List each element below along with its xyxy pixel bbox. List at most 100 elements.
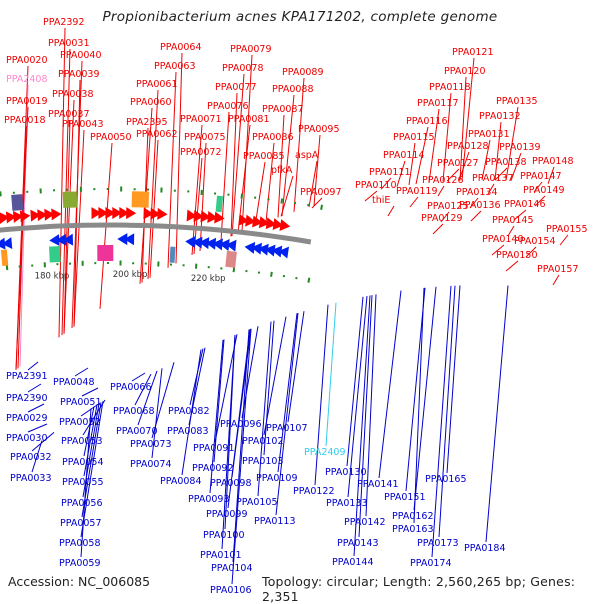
accession-text: Accession: NC_006085	[8, 574, 150, 589]
forward-leader-line	[255, 162, 265, 226]
forward-gene-label: PPA0137	[472, 173, 514, 184]
forward-leader-line	[438, 186, 444, 196]
reverse-gene-label: PPA0032	[10, 452, 52, 463]
reverse-gene-label: PPA2390	[6, 393, 48, 404]
gene-feature-box	[132, 191, 149, 207]
reverse-leader-line	[75, 368, 88, 376]
forward-gene-label: PPA0120	[444, 66, 486, 77]
reverse-gene-label: PPA0173	[417, 538, 459, 549]
reverse-gene-labels: PPA2391PPA2390PPA0029PPA0030PPA0032PPA00…	[6, 371, 506, 596]
forward-gene-label: PPA0087	[262, 104, 304, 115]
forward-gene-label: PPA0131	[468, 129, 510, 140]
reverse-leader-line	[28, 384, 41, 392]
forward-leader-line	[388, 206, 394, 216]
reverse-gene-label: PPA0165	[425, 474, 467, 485]
tick-mark	[242, 194, 243, 199]
reverse-gene-label: PPA0163	[392, 524, 434, 535]
reverse-leader-line	[28, 362, 38, 370]
forward-gene-label: PPA0127	[437, 158, 479, 169]
reverse-leader-line	[486, 285, 508, 542]
reverse-gene-label: PPA0104	[211, 563, 253, 574]
forward-gene-label: PPA2392	[43, 17, 85, 28]
reverse-gene-label: PPA0122	[293, 486, 335, 497]
forward-gene-arrow	[157, 208, 168, 220]
forward-gene-label: PPA0149	[523, 185, 565, 196]
reverse-leader-line	[82, 388, 98, 396]
forward-gene-label: PPA0129	[421, 213, 463, 224]
forward-gene-label: PPA0085	[243, 151, 285, 162]
forward-gene-label: PPA0147	[520, 171, 562, 182]
forward-gene-label: PPA0078	[222, 63, 264, 74]
reverse-gene-label: PPA0141	[357, 479, 399, 490]
forward-gene-label: PPA0081	[228, 114, 270, 125]
tick-mark	[271, 272, 272, 277]
forward-gene-label: PPA0134	[456, 187, 498, 198]
forward-gene-label: PPA0061	[136, 79, 178, 90]
forward-leader-line	[560, 235, 568, 245]
gene-feature-box	[216, 196, 223, 212]
reverse-gene-label: PPA0174	[410, 558, 452, 569]
forward-gene-label: PPA0128	[447, 141, 489, 152]
reverse-gene-label: PPA0073	[130, 439, 172, 450]
forward-gene-label: PPA0018	[4, 115, 46, 126]
reverse-gene-label: PPA0029	[6, 413, 48, 424]
reverse-gene-label: PPA0083	[167, 426, 209, 437]
reverse-leader-line	[379, 291, 401, 478]
reverse-gene-label: PPA0133	[326, 498, 368, 509]
forward-gene-label: PPA0121	[452, 47, 494, 58]
scale-tick-label: 180 kbp	[35, 272, 70, 282]
forward-leader-line	[312, 198, 322, 208]
reverse-gene-label: PPA0068	[113, 406, 155, 417]
reverse-gene-label: PPA0144	[332, 557, 374, 568]
forward-gene-label: PPA0064	[160, 42, 202, 53]
forward-gene-labels: PPA2392PPA0031PPA0040PPA0020PPA0039PPA24…	[4, 17, 588, 275]
forward-leader-line	[433, 224, 443, 234]
reverse-gene-label: PPA0074	[130, 459, 172, 470]
reverse-leader-line	[28, 404, 44, 412]
forward-gene-label: PPA0154	[514, 236, 556, 247]
forward-leader-line	[200, 143, 206, 251]
reverse-leader-line	[326, 303, 336, 446]
forward-gene-label: PPA0079	[230, 44, 272, 55]
tick-mark	[281, 199, 282, 204]
forward-gene-label: PPA0062	[136, 129, 178, 140]
reverse-leader-line	[439, 286, 455, 537]
reverse-gene-label: PPA0151	[384, 492, 426, 503]
reverse-gene-label: PPA0052	[59, 417, 101, 428]
reverse-gene-label: PPA0105	[236, 497, 278, 508]
reverse-gene-label: PPA0101	[200, 550, 242, 561]
reverse-gene-label: PPA0130	[325, 467, 367, 478]
forward-gene-label: PPA0115	[393, 132, 435, 143]
reverse-gene-label: PPA0057	[60, 518, 102, 529]
reverse-gene-label: PPA0142	[344, 517, 386, 528]
forward-gene-label: PPA0019	[6, 96, 48, 107]
gene-feature-box	[11, 194, 23, 211]
forward-gene-label: PPA0077	[215, 82, 257, 93]
forward-gene-label: PPA0031	[48, 38, 90, 49]
forward-leader-line	[18, 126, 26, 368]
reverse-gene-label: PPA0106	[210, 585, 252, 596]
forward-gene-label: PPA0060	[130, 97, 172, 108]
reverse-gene-label: PPA0059	[59, 558, 101, 569]
forward-gene-label: PPA0150	[496, 250, 538, 261]
reverse-gene-label: PPA0100	[203, 530, 245, 541]
forward-gene-label: PPA0145	[492, 215, 534, 226]
forward-gene-label: PPA0020	[6, 55, 48, 66]
forward-leader-line	[506, 261, 518, 271]
forward-gene-label: PPA0039	[58, 69, 100, 80]
reverse-gene-label: PPA0098	[210, 478, 252, 489]
tick-mark	[234, 267, 235, 272]
reverse-gene-label: PPA0033	[10, 473, 52, 484]
forward-leader-line	[281, 176, 293, 216]
forward-gene-label: PPA0076	[207, 101, 249, 112]
reverse-leader-line	[278, 313, 297, 472]
forward-gene-arrow	[126, 207, 136, 219]
forward-gene-label: PPA0155	[546, 224, 588, 235]
reverse-leader-line	[406, 288, 425, 491]
forward-gene-label: PPA0132	[479, 111, 521, 122]
forward-gene-arrow	[214, 212, 225, 225]
reverse-leader-line	[276, 313, 298, 515]
forward-leader-line	[471, 211, 481, 221]
forward-gene-label: PPA0126	[422, 175, 464, 186]
